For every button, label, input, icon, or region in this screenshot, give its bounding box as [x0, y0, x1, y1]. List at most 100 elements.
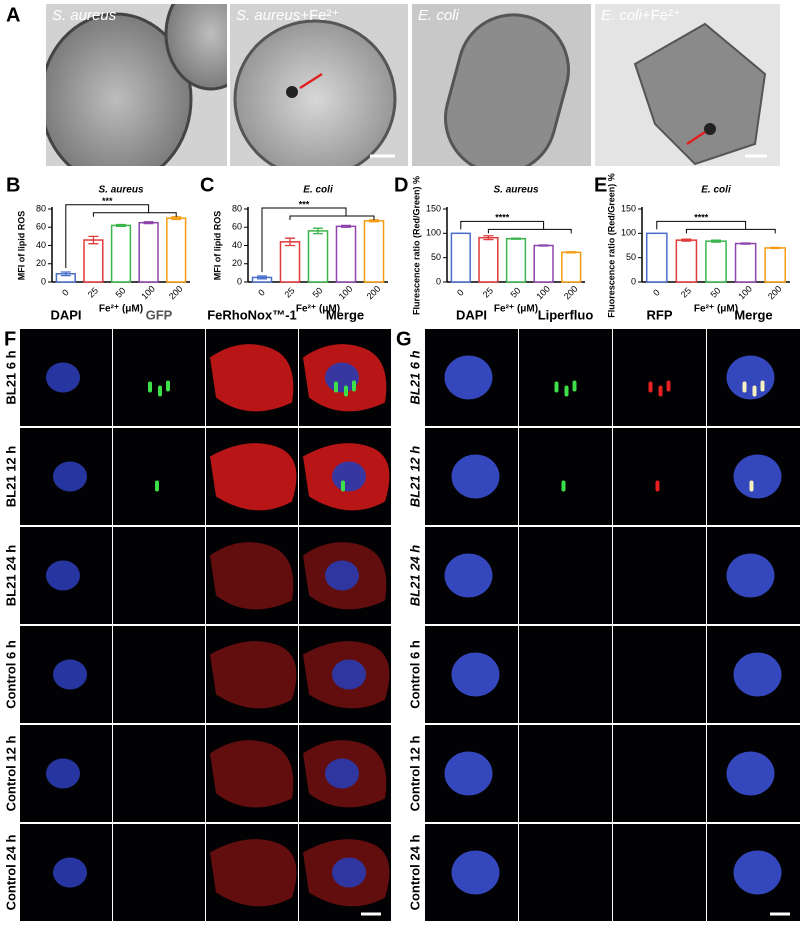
- error-bar: [341, 224, 351, 228]
- image-tile: [113, 329, 205, 426]
- image-tile: [519, 725, 612, 822]
- bar: [363, 220, 385, 283]
- panel-letter: C: [200, 174, 214, 196]
- y-tick-label: 50: [431, 252, 441, 262]
- column-header: Merge: [734, 307, 772, 322]
- cell: [46, 12, 193, 166]
- bacterium: [742, 381, 747, 393]
- species: E. coli: [601, 7, 643, 24]
- y-axis-label: MFI of lipid ROS: [16, 211, 26, 281]
- nucleus: [451, 454, 500, 499]
- bacterium: [334, 381, 338, 393]
- row-label: BL21 6 h: [3, 350, 18, 404]
- x-tick-label: 25: [679, 285, 693, 299]
- nucleus: [444, 553, 493, 598]
- x-tick-label: 50: [508, 285, 522, 299]
- micrograph-content: [412, 4, 591, 166]
- bar: [675, 239, 698, 283]
- nucleus: [451, 850, 500, 895]
- cytoplasm: [210, 740, 294, 808]
- x-axis-label: Fe²⁺ (μM): [296, 304, 340, 315]
- nucleus: [444, 751, 493, 796]
- x-tick-label: 25: [282, 285, 296, 299]
- significance: ****: [694, 213, 709, 223]
- y-tick-label: 100: [621, 228, 636, 238]
- image-tile: [519, 527, 612, 624]
- error-bar: [740, 242, 751, 245]
- nucleus: [726, 751, 775, 796]
- image-tile: [206, 824, 298, 921]
- bacterium: [554, 381, 559, 393]
- bar: [166, 217, 187, 283]
- species: S. aureus: [52, 7, 117, 24]
- bacterium: [561, 480, 566, 492]
- bar: [138, 221, 159, 283]
- image-label: E. coli: [418, 7, 460, 24]
- y-axis-label: Fluorescence ratio (Red/Green) %: [606, 173, 616, 318]
- y-axis-label: MFI of lipid ROS: [212, 211, 222, 281]
- cytoplasm: [210, 641, 297, 709]
- image-tile: [113, 527, 205, 624]
- column-header: DAPI: [456, 307, 487, 322]
- nucleus: [46, 560, 80, 591]
- error-bar: [257, 275, 267, 280]
- bar: [335, 225, 357, 283]
- bar: [734, 242, 757, 283]
- cytoplasm: [210, 344, 294, 412]
- iron-deposit: [286, 86, 298, 98]
- image-tile: [613, 626, 706, 723]
- chart-title: S. aureus: [493, 185, 538, 196]
- bar: [478, 236, 499, 283]
- x-tick-label: 100: [534, 284, 552, 302]
- column-header: RFP: [647, 307, 673, 322]
- species: S. aureus: [236, 7, 301, 24]
- x-tick-label: 0: [256, 287, 267, 298]
- error-bar: [711, 239, 721, 243]
- image-tile: [113, 626, 205, 723]
- bacterium: [749, 480, 754, 492]
- micrograph-content: [46, 4, 227, 166]
- error-bar: [116, 223, 126, 227]
- error-bar: [60, 271, 71, 277]
- image-tile: [113, 725, 205, 822]
- bacterium: [158, 385, 162, 397]
- nucleus: [733, 850, 782, 895]
- x-tick-label: 100: [139, 284, 157, 302]
- x-tick-label: 200: [167, 284, 185, 302]
- bar: [705, 240, 727, 283]
- panel-letter: B: [6, 174, 20, 196]
- species: E. coli: [418, 7, 460, 24]
- panel-letter: F: [4, 328, 16, 350]
- row-label: Control 24 h: [3, 835, 18, 911]
- y-tick-label: 80: [232, 203, 242, 213]
- bar: [645, 232, 668, 283]
- image-label: E. coli+Fe²⁺: [601, 7, 681, 24]
- x-axis-label: Fe²⁺ (μM): [694, 304, 738, 315]
- image-tile: [613, 527, 706, 624]
- nucleus: [53, 461, 87, 492]
- nucleus: [332, 461, 366, 492]
- image-tile: [613, 725, 706, 822]
- image-tile: [613, 428, 706, 525]
- bar: [533, 244, 554, 283]
- x-tick-label: 200: [766, 284, 784, 302]
- chart-title: E. coli: [303, 185, 333, 196]
- y-tick-label: 20: [232, 258, 242, 268]
- y-axis-label: Flurescence ratio (Red/Green) %: [411, 176, 421, 315]
- image-tile: [113, 824, 205, 921]
- chart-title: E. coli: [701, 185, 731, 196]
- row-label: Control 24 h: [407, 835, 422, 911]
- cell: [164, 4, 227, 91]
- significance-bracket: [65, 204, 177, 268]
- iron-deposit: [704, 123, 716, 135]
- row-label: Control 6 h: [407, 640, 422, 709]
- bar: [505, 237, 527, 283]
- image-tile: [519, 329, 612, 426]
- cell: [444, 13, 570, 166]
- panel-letter: E: [594, 174, 607, 196]
- nucleus: [325, 560, 359, 591]
- significance: ***: [299, 199, 310, 209]
- nucleus: [325, 758, 359, 789]
- image-tile: [206, 725, 298, 822]
- y-tick-label: 60: [36, 222, 46, 232]
